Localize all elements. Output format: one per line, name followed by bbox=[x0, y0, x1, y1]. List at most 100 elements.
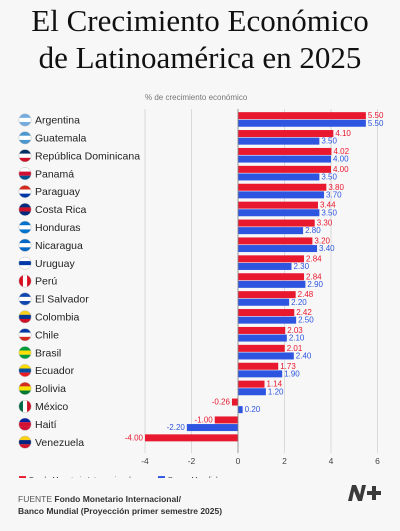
flag-honduras-outline bbox=[18, 220, 32, 234]
flag-paraguay-icon bbox=[18, 193, 32, 198]
country-label: Chile bbox=[35, 329, 59, 341]
bar-fmi-costa-rica bbox=[238, 201, 318, 209]
flag-bolivia-outline bbox=[18, 382, 32, 395]
data-label: 4.00 bbox=[333, 165, 349, 174]
flag-ecuador-icon bbox=[18, 368, 32, 373]
data-label: 2.20 bbox=[291, 298, 307, 307]
flag-bolivia-icon bbox=[18, 390, 32, 395]
flag-guatemala-icon bbox=[18, 131, 32, 136]
data-label: 5.50 bbox=[368, 111, 384, 120]
data-label: 2.30 bbox=[293, 262, 309, 271]
bar-bm-panama bbox=[238, 173, 320, 181]
flag-peru-outline bbox=[18, 274, 32, 288]
data-label: -2.20 bbox=[167, 423, 186, 432]
flag-panama-icon bbox=[18, 167, 32, 172]
x-tick-label: 6 bbox=[375, 456, 380, 466]
flag-guatemala-outline bbox=[18, 131, 32, 145]
bar-bm-ecuador bbox=[238, 370, 283, 378]
bar-fmi-nicaragua bbox=[238, 237, 313, 245]
flag-peru-icon bbox=[18, 274, 23, 288]
flag-uruguay-icon bbox=[18, 261, 32, 266]
bar-fmi-haiti bbox=[214, 416, 238, 424]
flag-costa-rica-icon bbox=[18, 207, 32, 212]
flag-chile-icon bbox=[18, 332, 32, 337]
flag-mexico-icon bbox=[22, 400, 28, 413]
flag-brasil-outline bbox=[18, 346, 32, 360]
data-label: 3.44 bbox=[320, 201, 336, 210]
flag-brasil-icon bbox=[18, 354, 32, 359]
data-label: 0.20 bbox=[245, 405, 261, 414]
bar-fmi-bolivia bbox=[238, 380, 265, 388]
flag-uruguay-outline bbox=[18, 256, 32, 270]
data-label: 4.02 bbox=[333, 147, 349, 156]
data-label: 1.73 bbox=[280, 362, 296, 371]
flag-chile-icon bbox=[18, 328, 32, 333]
flag-honduras-icon bbox=[18, 221, 32, 226]
data-label: 5.50 bbox=[368, 119, 384, 128]
x-tick-label: 2 bbox=[282, 456, 287, 466]
legend-swatch-fmi bbox=[19, 476, 26, 478]
source-note: FUENTE Fondo Monetario Internacional/ Ba… bbox=[18, 493, 222, 517]
flag-honduras-icon bbox=[18, 225, 32, 230]
bar-bm-haiti bbox=[186, 424, 238, 432]
flag-costa-rica-outline bbox=[18, 203, 32, 216]
data-label: 3.30 bbox=[317, 219, 333, 228]
country-label: Nicaragua bbox=[35, 240, 83, 252]
data-label: 2.48 bbox=[298, 290, 314, 299]
flag-colombia-outline bbox=[18, 310, 32, 324]
bar-bm-uruguay bbox=[238, 262, 292, 270]
bar-bm-paraguay bbox=[238, 191, 325, 199]
flag-colombia-icon bbox=[18, 310, 32, 315]
data-label: 2.40 bbox=[296, 351, 312, 360]
country-label: Brasil bbox=[35, 347, 61, 359]
bar-fmi-guatemala bbox=[238, 130, 334, 138]
flag-republica-dominicana-icon bbox=[18, 153, 32, 158]
bar-bm-brasil bbox=[238, 352, 294, 360]
country-label: México bbox=[35, 401, 68, 413]
country-label: Costa Rica bbox=[35, 204, 87, 216]
flag-venezuela-icon bbox=[18, 435, 32, 441]
flag-ecuador-icon bbox=[18, 372, 32, 377]
country-label: Paraguay bbox=[35, 186, 81, 198]
flag-el-salvador-icon bbox=[18, 301, 32, 306]
bar-bm-republica-dominicana bbox=[238, 155, 331, 163]
legend-swatch-bm bbox=[158, 476, 165, 478]
title-line-1: El Crecimiento Económico bbox=[31, 3, 369, 38]
flag-ecuador-outline bbox=[18, 364, 32, 377]
data-label: 3.50 bbox=[321, 172, 337, 181]
data-label: 3.40 bbox=[319, 244, 335, 253]
bar-bm-peru bbox=[238, 280, 306, 288]
country-label: Guatemala bbox=[35, 132, 87, 144]
flag-panama-outline bbox=[18, 167, 32, 181]
flag-republica-dominicana-icon bbox=[18, 157, 32, 162]
bar-bm-chile bbox=[238, 334, 287, 342]
data-label: 3.50 bbox=[321, 137, 337, 146]
flag-haiti-icon bbox=[18, 426, 32, 431]
flag-brasil-icon bbox=[18, 350, 32, 355]
data-label: 3.70 bbox=[326, 190, 342, 199]
country-label: Bolivia bbox=[35, 383, 66, 395]
flag-nicaragua-icon bbox=[18, 247, 32, 252]
data-label: 4.10 bbox=[335, 129, 351, 138]
bar-fmi-colombia bbox=[238, 309, 295, 317]
bar-bm-guatemala bbox=[238, 137, 320, 145]
bar-fmi-el-salvador bbox=[238, 291, 296, 299]
source-line-1: Fondo Monetario Internacional/ bbox=[54, 494, 181, 504]
data-label: 2.84 bbox=[306, 254, 322, 263]
flag-argentina-icon bbox=[18, 113, 32, 118]
flag-mexico-icon bbox=[18, 400, 23, 413]
bar-fmi-paraguay bbox=[238, 183, 327, 191]
bar-bm-colombia bbox=[238, 316, 297, 324]
bar-fmi-republica-dominicana bbox=[238, 147, 332, 155]
country-label: Honduras bbox=[35, 222, 81, 234]
flag-peru-icon bbox=[27, 274, 32, 288]
data-label: 2.90 bbox=[307, 280, 323, 289]
x-tick-label: 4 bbox=[329, 456, 334, 466]
flag-haiti-icon bbox=[18, 418, 32, 423]
bar-bm-el-salvador bbox=[238, 298, 290, 306]
bar-bm-costa-rica bbox=[238, 209, 320, 217]
chart-title: El Crecimiento Económico de Latinoaméric… bbox=[0, 2, 400, 76]
bar-bm-mexico bbox=[238, 406, 243, 414]
x-tick-label: -4 bbox=[141, 456, 149, 466]
bar-fmi-chile bbox=[238, 326, 286, 334]
